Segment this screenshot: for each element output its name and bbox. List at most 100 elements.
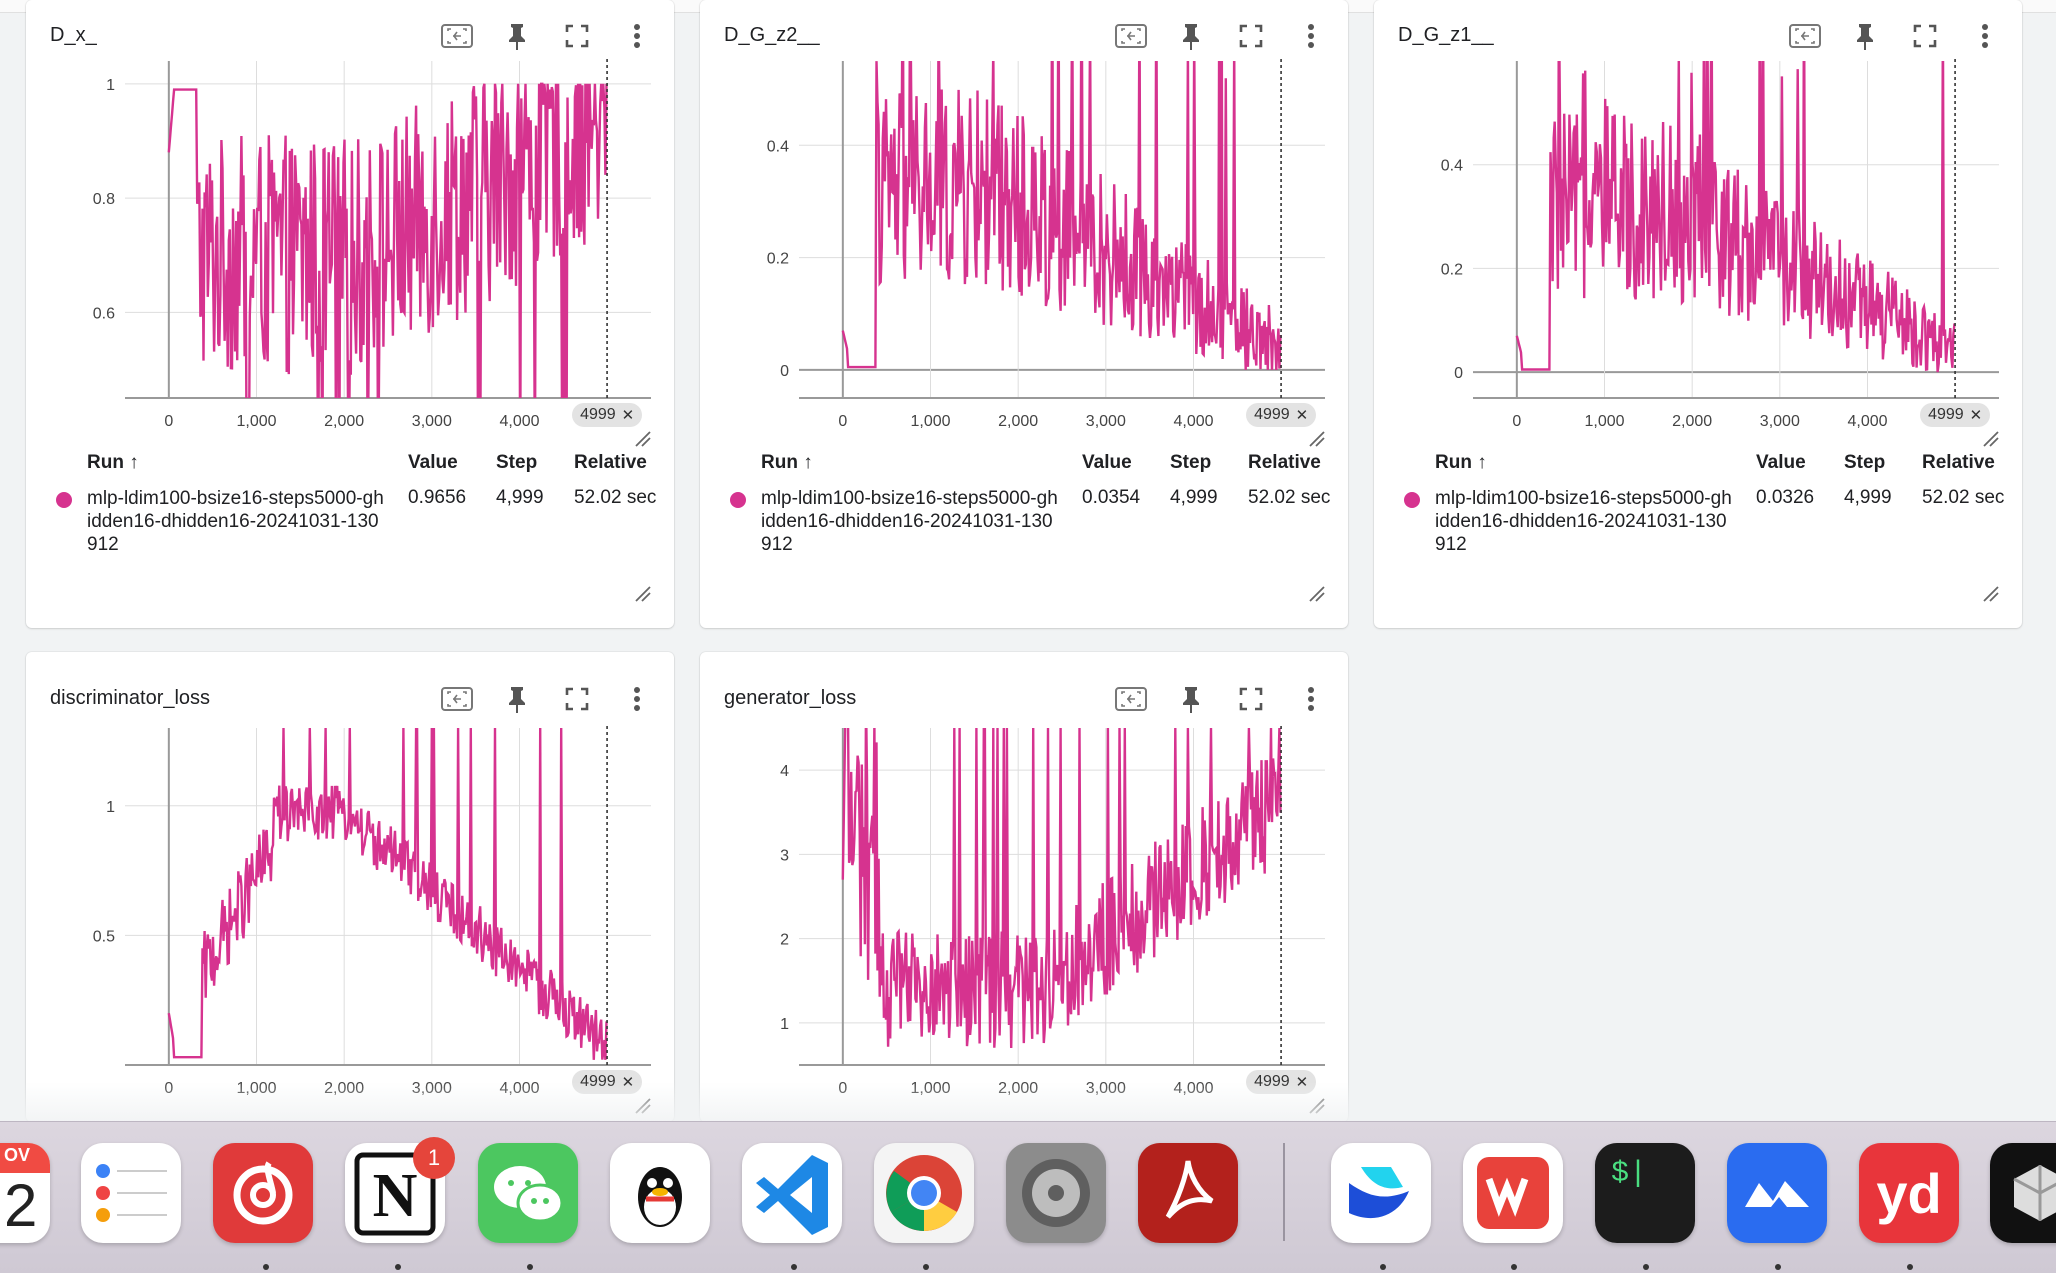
fit-domain-icon [440, 23, 474, 49]
more-options-button[interactable] [1962, 16, 2008, 56]
table-header-run[interactable]: Run ↑ [1435, 452, 1487, 473]
chart-resize-handle[interactable] [1308, 430, 1326, 448]
table-header-relative: Relative [1922, 452, 1995, 473]
fullscreen-button[interactable] [554, 16, 600, 56]
more-options-button[interactable] [614, 16, 660, 56]
dock-app-multipass[interactable] [1990, 1143, 2056, 1243]
pin-icon [1180, 22, 1202, 50]
line-chart-D_x_: 0.6 0.8 1 0 1,000 2,000 3,000 4,000 [93, 59, 651, 430]
fullscreen-button[interactable] [1902, 16, 1948, 56]
pin-button[interactable] [494, 16, 540, 56]
fit-domain-button[interactable] [1108, 679, 1154, 719]
dock-app-system-settings[interactable] [1006, 1143, 1106, 1243]
table-header-step: Step [1170, 452, 1212, 473]
close-icon[interactable]: ✕ [1295, 407, 1309, 424]
dock-app-visual-studio-code[interactable] [742, 1143, 842, 1243]
y-tick-label: 1 [106, 799, 115, 816]
dock-app-tencent-meeting[interactable] [1727, 1143, 1827, 1243]
fit-domain-button[interactable] [1108, 16, 1154, 56]
running-indicator [1775, 1264, 1781, 1270]
fit-domain-button[interactable] [434, 16, 480, 56]
card-toolbar [434, 679, 660, 719]
card-title: discriminator_loss [50, 687, 211, 709]
table-header-run[interactable]: Run ↑ [761, 452, 813, 473]
dock-app-wechat[interactable] [478, 1143, 578, 1243]
cell-value: 0.9656 [408, 487, 467, 508]
chart-resize-handle[interactable] [1982, 430, 2000, 448]
x-tick-label: 1,000 [1584, 413, 1624, 430]
pin-icon [1854, 22, 1876, 50]
pin-button[interactable] [494, 679, 540, 719]
y-tick-label: 0.4 [767, 138, 789, 155]
run-name: mlp-ldim100-bsize16-steps5000-ghidden16-… [761, 488, 1058, 555]
y-tick-label: 0.5 [93, 928, 115, 945]
step-marker-value: 4999 [1928, 406, 1964, 423]
fit-domain-button[interactable] [434, 679, 480, 719]
dock-app-youdao-dictionary[interactable]: yd [1859, 1143, 1959, 1243]
x-tick-label: 0 [1512, 413, 1521, 430]
table-resize-handle[interactable] [1982, 585, 2000, 603]
dock-app-feishu[interactable] [1331, 1143, 1431, 1243]
table-resize-handle[interactable] [634, 585, 652, 603]
step-marker-value: 4999 [1254, 406, 1290, 423]
dock-app-netease-music[interactable] [213, 1143, 313, 1243]
dock-app-adobe-acrobat[interactable] [1138, 1143, 1238, 1243]
x-tick-label: 3,000 [412, 413, 452, 430]
dock-app-calendar[interactable]: OV 2 [0, 1143, 50, 1243]
close-icon[interactable]: ✕ [1969, 407, 1983, 424]
running-indicator [1643, 1264, 1649, 1270]
y-tick-label: 3 [780, 847, 789, 864]
dock-app-wps-office[interactable] [1463, 1143, 1563, 1243]
step-marker-chip[interactable]: 4999 ✕ [1920, 403, 1991, 427]
more-options-button[interactable] [614, 679, 660, 719]
table-header-step: Step [1844, 452, 1886, 473]
table-header-run[interactable]: Run ↑ [87, 452, 139, 473]
run-color-dot [1404, 492, 1420, 508]
line-chart-D_G_z1__: 0 0.2 0.4 0 1,000 2,000 3,000 4,000 [1441, 59, 1999, 430]
y-tick-label: 1 [106, 77, 115, 94]
dock-app-reminders[interactable] [81, 1143, 181, 1243]
fullscreen-icon [1239, 24, 1263, 48]
cell-step: 4,999 [1844, 487, 1892, 508]
step-marker-chip[interactable]: 4999 ✕ [572, 403, 643, 427]
pin-button[interactable] [1168, 16, 1214, 56]
fullscreen-button[interactable] [1228, 16, 1274, 56]
running-indicator [1511, 1264, 1517, 1270]
more-vert-icon [633, 23, 641, 49]
dock-app-notion[interactable]: N [345, 1143, 445, 1243]
pin-icon [506, 22, 528, 50]
dock-divider [1283, 1143, 1285, 1241]
more-vert-icon [1981, 23, 1989, 49]
scalar-card-generator_loss: generator_loss123401,0002,0003,0004,0004… [700, 652, 1348, 1122]
y-tick-label: 0.2 [767, 251, 789, 268]
y-tick-label: 0.4 [1441, 158, 1463, 175]
running-indicator [263, 1264, 269, 1270]
pin-button[interactable] [1842, 16, 1888, 56]
youdao-logo-text: yd [1876, 1161, 1942, 1225]
cell-relative: 52.02 sec [1922, 487, 2005, 508]
running-indicator [923, 1264, 929, 1270]
dock-app-google-chrome[interactable] [874, 1143, 974, 1243]
y-tick-label: 0.8 [93, 191, 115, 208]
dock-app-terminal[interactable]: $| [1595, 1143, 1695, 1243]
more-options-button[interactable] [1288, 679, 1334, 719]
y-tick-label: 0 [1454, 365, 1463, 382]
cell-step: 4,999 [1170, 487, 1218, 508]
close-icon[interactable]: ✕ [621, 407, 635, 424]
chart-resize-handle[interactable] [634, 430, 652, 448]
x-tick-label: 2,000 [324, 413, 364, 430]
more-vert-icon [1307, 686, 1315, 712]
fullscreen-button[interactable] [554, 679, 600, 719]
fit-domain-icon [440, 686, 474, 712]
table-header-relative: Relative [574, 452, 647, 473]
table-resize-handle[interactable] [1308, 585, 1326, 603]
fit-domain-button[interactable] [1782, 16, 1828, 56]
fit-domain-icon [1788, 23, 1822, 49]
dock-app-qq[interactable] [610, 1143, 710, 1243]
card-toolbar [1108, 679, 1334, 719]
more-options-button[interactable] [1288, 16, 1334, 56]
fullscreen-button[interactable] [1228, 679, 1274, 719]
series-line [841, 728, 1282, 1049]
step-marker-chip[interactable]: 4999 ✕ [1246, 403, 1317, 427]
pin-button[interactable] [1168, 679, 1214, 719]
